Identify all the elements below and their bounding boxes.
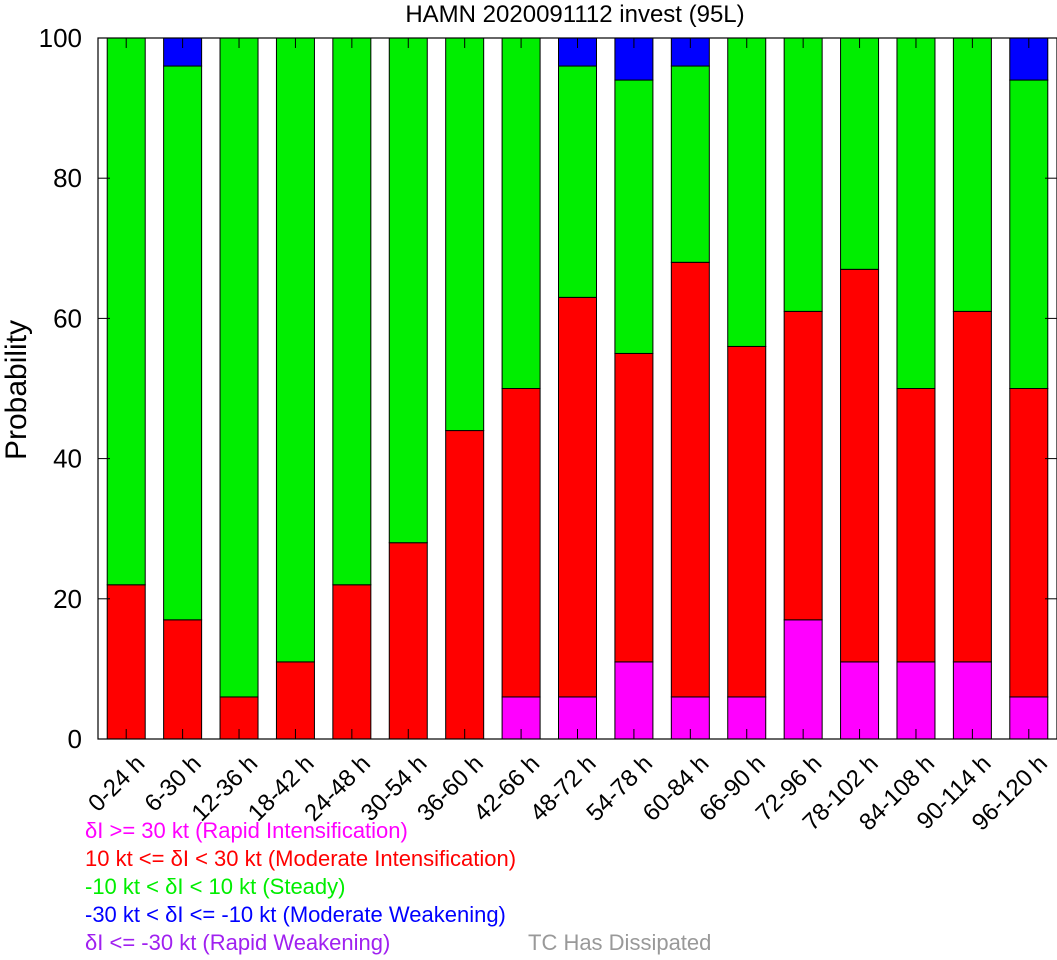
- bar-segment-moderate-intensification: [896, 388, 936, 663]
- bar-segment-steady: [896, 37, 936, 389]
- bar-segment-moderate-intensification: [332, 584, 372, 740]
- bar-segment-steady: [727, 37, 767, 347]
- bar-segment-moderate-intensification: [445, 430, 485, 740]
- bar-segment-steady: [1009, 79, 1049, 389]
- bar-segment-moderate-intensification: [558, 296, 597, 698]
- bar-segment-moderate-intensification: [388, 542, 428, 740]
- bar-segment-rapid-intensification: [783, 619, 823, 740]
- chart-title: HAMN 2020091112 invest (95L): [405, 1, 744, 28]
- bar-segment-rapid-intensification: [614, 661, 654, 740]
- y-tick-label: 0: [68, 724, 82, 754]
- bar-segment-steady: [840, 37, 880, 270]
- legend-entry: 10 kt <= δI < 30 kt (Moderate Intensific…: [85, 846, 517, 871]
- bar-segment-rapid-intensification: [840, 661, 880, 740]
- y-tick-label: 60: [53, 303, 82, 333]
- tc-dissipated-note: TC Has Dissipated: [528, 930, 712, 955]
- y-tick-label: 20: [53, 584, 82, 614]
- y-tick-label: 40: [53, 444, 82, 474]
- bar-segment-moderate-intensification: [783, 310, 823, 621]
- legend-entry: -10 kt < δI < 10 kt (Steady): [85, 874, 346, 899]
- legend-entry: δI <= -30 kt (Rapid Weakening): [85, 930, 391, 955]
- bar-segment-steady: [558, 65, 597, 298]
- bar-segment-rapid-intensification: [896, 661, 936, 740]
- bar-segment-moderate-intensification: [106, 584, 146, 740]
- bar-segment-moderate-intensification: [275, 661, 315, 740]
- y-tick-label: 80: [53, 163, 82, 193]
- bar-segment-steady: [388, 37, 428, 544]
- bars-group: [106, 37, 1049, 740]
- axes-group: 0 20 40 60 80 100: [39, 23, 1057, 754]
- bar-segment-steady: [670, 65, 710, 263]
- bar-segment-steady: [275, 37, 315, 663]
- bar-segment-moderate-weakening: [558, 37, 597, 67]
- bar-segment-steady: [445, 37, 485, 432]
- x-tick-label: 0-24 h: [83, 750, 150, 817]
- bar-segment-moderate-intensification: [501, 388, 541, 698]
- legend-entry: δI >= 30 kt (Rapid Intensification): [85, 818, 408, 843]
- bar-segment-steady: [106, 37, 146, 586]
- bar-segment-steady: [501, 37, 541, 389]
- bar-segment-rapid-intensification: [952, 661, 992, 740]
- bar-segment-steady: [614, 79, 654, 354]
- bar-segment-moderate-intensification: [163, 619, 203, 740]
- bar-segment-moderate-intensification: [670, 261, 710, 698]
- bar-segment-steady: [783, 37, 823, 312]
- bar-segment-steady: [219, 37, 259, 698]
- bar-segment-steady: [163, 65, 203, 621]
- legend-entry: -30 kt < δI <= -10 kt (Moderate Weakenin…: [85, 902, 506, 927]
- bar-segment-moderate-intensification: [1009, 388, 1049, 698]
- bar-segment-steady: [952, 37, 992, 312]
- bar-segment-moderate-intensification: [614, 352, 654, 663]
- bar-segment-moderate-intensification: [727, 345, 767, 698]
- bar-segment-steady: [332, 37, 372, 586]
- y-axis-label: Probability: [0, 320, 33, 460]
- y-tick-label: 100: [39, 23, 82, 53]
- bar-segment-moderate-intensification: [840, 268, 880, 663]
- bar-segment-moderate-intensification: [952, 310, 992, 663]
